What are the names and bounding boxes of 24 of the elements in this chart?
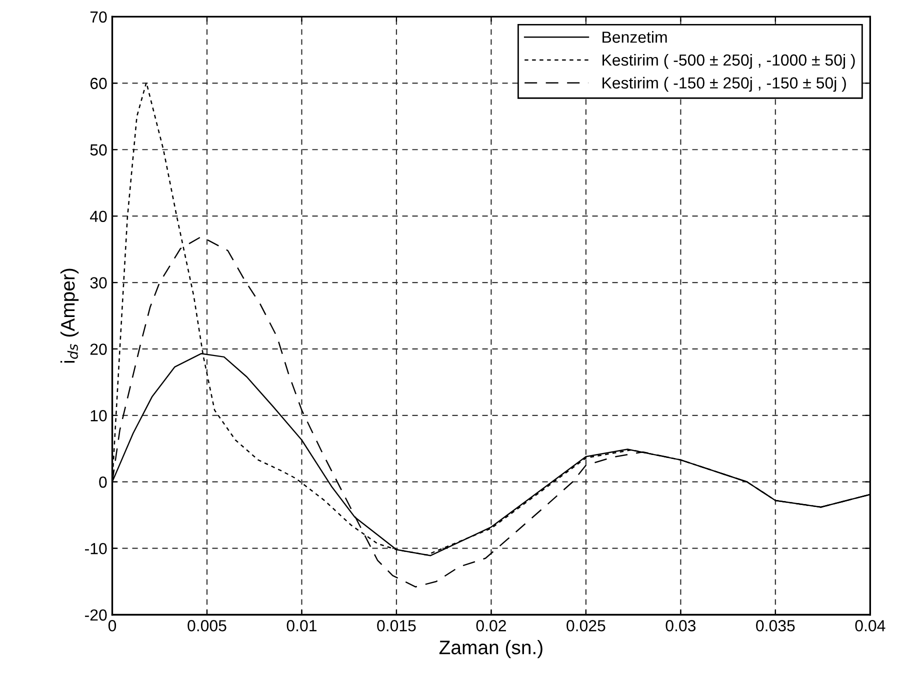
x-tick-label: 0.005 (188, 620, 226, 632)
y-tick-label: -10 (85, 542, 107, 554)
y-tick-label: 10 (90, 410, 107, 422)
x-tick-label: 0.02 (476, 620, 506, 632)
x-tick-label: 0.04 (855, 620, 886, 632)
y-tick-label: 0 (99, 476, 107, 488)
y-tick-label: 70 (90, 11, 107, 23)
legend-label: Kestirim ( -500 ± 250j , -1000 ± 50j ) (602, 54, 855, 69)
legend-label: Kestirim ( -150 ± 250j , -150 ± 50j ) (602, 76, 846, 92)
x-tick-label: 0.035 (756, 620, 795, 632)
y-tick-label: 20 (90, 344, 107, 355)
y-axis-title: i$_{ds}$ (Amper) (60, 268, 79, 363)
x-tick-label: 0.015 (377, 620, 416, 632)
x-axis-title: Zaman (sn.) (439, 640, 542, 658)
x-tick-label: 0.025 (566, 620, 606, 632)
y-tick-label: 40 (90, 210, 107, 222)
legend-label: Benzetim (602, 31, 667, 43)
x-tick-label: 0.01 (286, 620, 316, 632)
y-tick-label: 30 (90, 277, 107, 288)
y-tick-label: 50 (90, 144, 107, 156)
x-tick-label: 0.03 (666, 620, 696, 632)
y-tick-label: 60 (90, 78, 107, 90)
x-tick-label: 0 (108, 620, 116, 632)
y-tick-label: -20 (85, 609, 107, 621)
